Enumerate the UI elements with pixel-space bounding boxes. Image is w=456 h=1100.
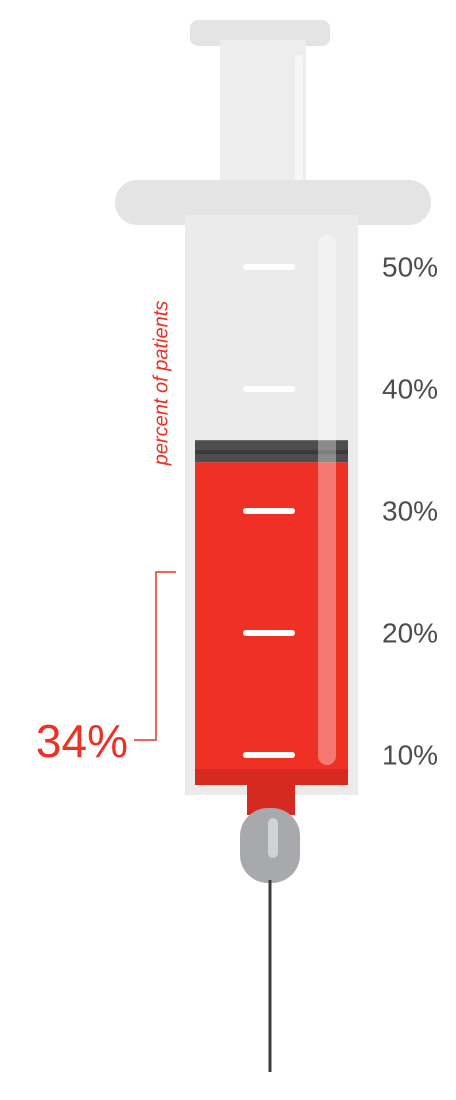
y-tick-label: 50% xyxy=(382,251,438,282)
plunger-cap xyxy=(190,20,330,46)
value-label: 34% xyxy=(36,715,128,767)
fill-bottom xyxy=(195,769,348,785)
y-tick-label: 40% xyxy=(382,373,438,404)
y-tick-label: 30% xyxy=(382,495,438,526)
plunger-seal-edge xyxy=(195,450,348,455)
axis-label: percent of patients xyxy=(150,301,172,467)
y-tick-label: 10% xyxy=(382,739,438,770)
needle-hub-shine xyxy=(268,818,278,858)
barrel-shine xyxy=(318,235,336,765)
y-tick-label: 20% xyxy=(382,617,438,648)
flange xyxy=(115,180,431,225)
plunger-stem xyxy=(220,40,306,200)
bracket xyxy=(134,571,176,741)
fill-bar xyxy=(195,462,348,785)
plunger-shine xyxy=(295,55,303,185)
